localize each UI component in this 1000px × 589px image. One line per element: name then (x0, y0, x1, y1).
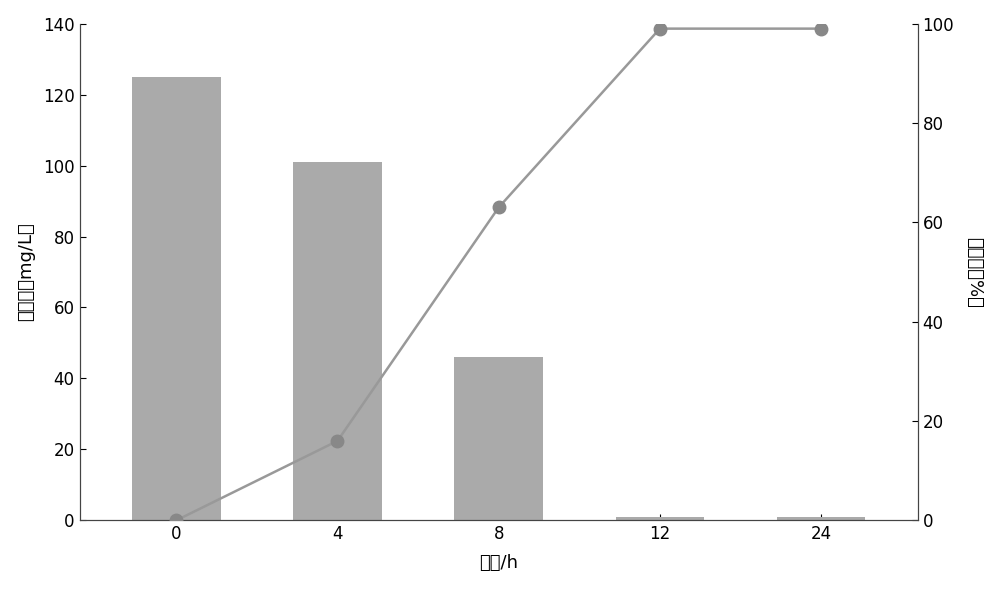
Y-axis label: 去除率（%）: 去除率（%） (965, 237, 983, 307)
X-axis label: 时间/h: 时间/h (479, 554, 518, 573)
Y-axis label: 硝酸盐（mg/L）: 硝酸盐（mg/L） (17, 223, 35, 322)
Bar (777, 517, 865, 520)
Bar (454, 357, 543, 520)
Bar (616, 517, 704, 520)
Bar (293, 162, 382, 520)
Bar (132, 77, 221, 520)
